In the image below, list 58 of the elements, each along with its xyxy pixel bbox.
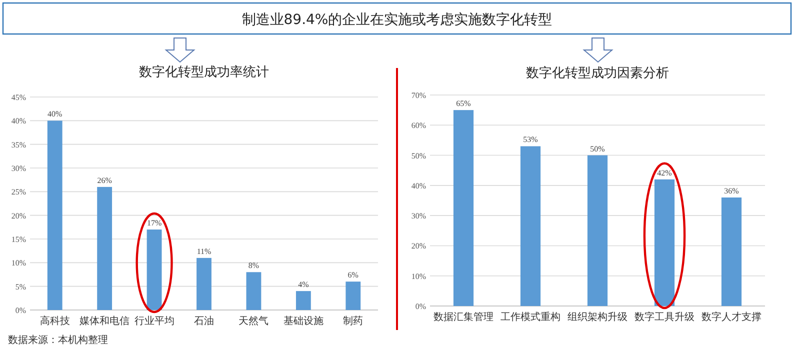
data-label: 8% <box>248 261 260 270</box>
chart-title: 数字化转型成功因素分析 <box>526 65 669 81</box>
bar <box>520 146 541 306</box>
y-tick-label: 40% <box>411 181 426 190</box>
bar <box>146 230 162 310</box>
bar <box>296 291 311 310</box>
data-label: 65% <box>456 99 472 108</box>
bar <box>587 155 608 306</box>
y-tick-label: 15% <box>11 235 26 244</box>
x-tick-label: 行业平均 <box>134 315 174 327</box>
x-tick-label: 石油 <box>194 315 214 327</box>
bar <box>47 120 62 310</box>
x-tick-label: 天然气 <box>238 315 269 327</box>
x-tick-label: 数据汇集管理 <box>434 311 494 323</box>
bar <box>196 258 212 310</box>
y-tick-label: 30% <box>11 164 26 173</box>
data-label: 36% <box>724 186 740 196</box>
x-tick-label: 数字人才支撑 <box>702 311 762 323</box>
y-tick-label: 20% <box>11 211 26 220</box>
source-note: 数据来源：本机构整理 <box>8 334 108 346</box>
y-tick-label: 10% <box>11 258 26 268</box>
y-tick-label: 20% <box>411 242 426 251</box>
data-label: 42% <box>657 168 672 178</box>
bar <box>721 197 742 306</box>
y-tick-label: 25% <box>11 188 26 197</box>
x-tick-label: 媒体和电信 <box>80 315 130 327</box>
y-tick-label: 45% <box>11 93 26 102</box>
x-tick-label: 组织架构升级 <box>568 311 628 323</box>
y-tick-label: 0% <box>415 302 426 311</box>
data-label: 26% <box>97 176 112 185</box>
x-tick-label: 数字工具升级 <box>634 311 694 323</box>
y-tick-label: 5% <box>15 282 26 292</box>
data-label: 40% <box>48 110 63 119</box>
bar <box>246 272 262 310</box>
data-label: 17% <box>146 218 162 228</box>
y-tick-label: 40% <box>11 116 26 126</box>
y-tick-label: 0% <box>15 306 26 315</box>
y-tick-label: 50% <box>411 151 426 160</box>
bar <box>97 186 112 310</box>
y-tick-label: 10% <box>411 272 426 281</box>
x-tick-label: 工作模式重构 <box>500 311 560 323</box>
y-tick-label: 60% <box>411 121 426 130</box>
y-tick-label: 30% <box>411 212 426 221</box>
y-tick-label: 35% <box>11 140 26 150</box>
text: 制造业89.4%的企业在实施或考虑实施数字化转型 <box>242 12 552 28</box>
data-label: 53% <box>523 135 538 144</box>
x-tick-label: 高科技 <box>40 315 70 327</box>
chart-title: 数字化转型成功率统计 <box>139 64 269 80</box>
bar <box>346 282 361 310</box>
bar <box>654 179 675 306</box>
data-label: 4% <box>298 280 310 290</box>
data-label: 11% <box>196 246 212 256</box>
x-tick-label: 制药 <box>343 315 364 327</box>
data-label: 50% <box>590 144 606 154</box>
y-tick-label: 70% <box>411 91 426 100</box>
x-tick-label: 基础设施 <box>283 315 324 327</box>
data-label: 6% <box>348 270 359 280</box>
bar <box>453 110 474 306</box>
